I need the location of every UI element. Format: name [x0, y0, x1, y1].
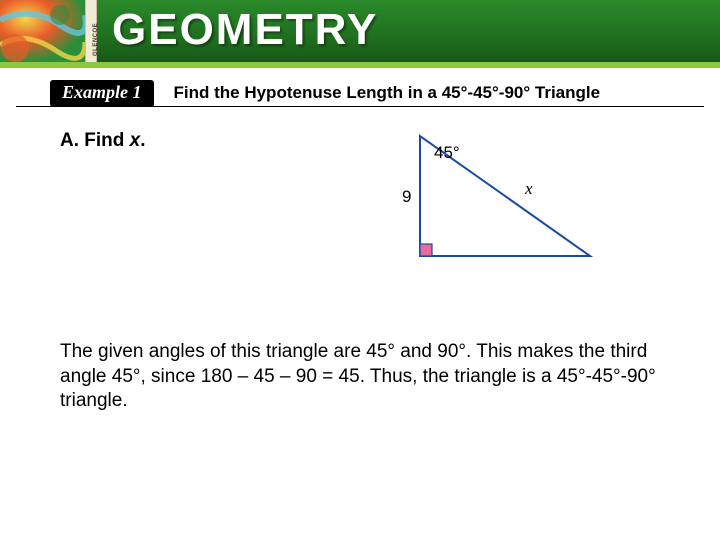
svg-text:9: 9	[402, 187, 411, 206]
publisher-label: GLENCOE	[93, 23, 99, 56]
lesson-title: Find the Hypotenuse Length in a 45°-45°-…	[174, 83, 601, 103]
svg-text:x: x	[524, 179, 533, 198]
book-title: GEOMETRY	[112, 5, 378, 55]
problem-prefix: A. Find	[60, 130, 130, 151]
header-divider	[16, 106, 704, 107]
problem-suffix: .	[140, 130, 145, 151]
lesson-header: Example 1 Find the Hypotenuse Length in …	[50, 78, 690, 108]
explanation-text: The given angles of this triangle are 45…	[60, 340, 660, 414]
problem-variable: x	[130, 130, 141, 151]
banner-artwork	[0, 0, 85, 62]
textbook-banner: GLENCOE GEOMETRY	[0, 0, 720, 68]
example-badge: Example 1	[50, 80, 154, 107]
svg-text:45°: 45°	[434, 143, 460, 162]
triangle-figure: 45° 9 x	[390, 126, 620, 286]
